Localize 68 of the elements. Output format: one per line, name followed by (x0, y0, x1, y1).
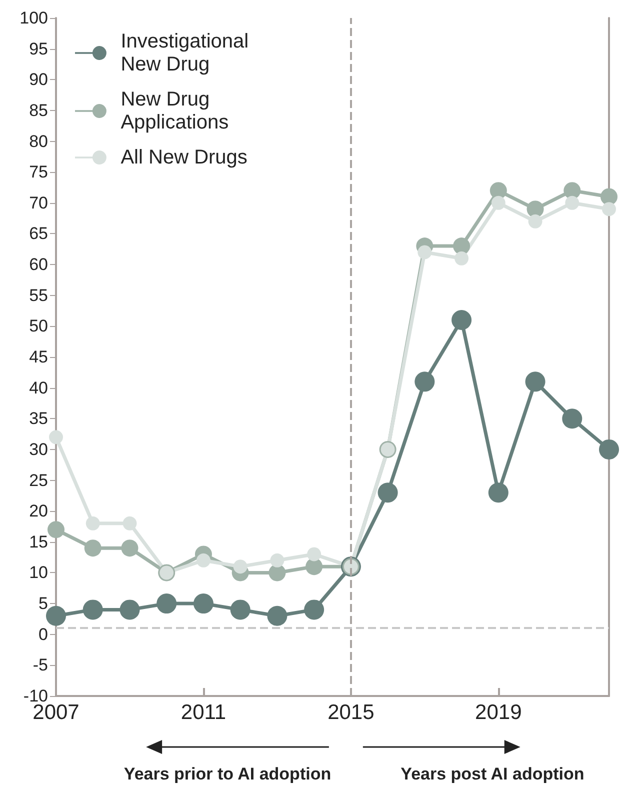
point (565, 196, 580, 210)
y-tick-label: 45 (29, 348, 48, 366)
point (418, 245, 432, 260)
point (233, 560, 248, 574)
point (230, 600, 250, 620)
y-tick-label: 40 (29, 378, 48, 398)
y-tick-label: 90 (29, 70, 48, 90)
y-tick-label: 65 (29, 224, 48, 244)
point (120, 600, 140, 620)
point (562, 408, 582, 429)
text: Years post AI adoption (400, 764, 584, 784)
point (491, 196, 506, 210)
legend-label: Investigational New Drug (120, 30, 254, 76)
point (196, 553, 210, 568)
y-tick-label: 30 (29, 440, 48, 459)
y-tick-label: 55 (29, 286, 48, 305)
y-tick-label: 5 (38, 594, 48, 614)
point (307, 547, 322, 562)
point (84, 540, 102, 557)
point (526, 200, 544, 218)
point (600, 188, 618, 206)
y-tick-label: 35 (29, 409, 48, 428)
y-tick-label: 95 (29, 39, 48, 58)
y-tick-label: 60 (29, 255, 48, 274)
y-tick-label: 70 (29, 193, 48, 212)
point (454, 251, 469, 266)
point (49, 430, 63, 444)
y-tick-label: 100 (20, 8, 48, 28)
y-tick-label: 15 (29, 532, 48, 552)
point (306, 558, 323, 576)
legend-label: All New Drugs (120, 146, 248, 168)
point (525, 372, 546, 392)
x-tick-label: 2011 (180, 701, 226, 724)
point (267, 606, 288, 626)
y-tick-label: -5 (32, 656, 48, 675)
point (414, 372, 435, 392)
x-tick-label: 2019 (475, 701, 522, 724)
legend-label: New Drug Applications (120, 88, 229, 134)
y-tick-label: 75 (29, 162, 48, 182)
point (528, 214, 542, 228)
y-tick-label: 85 (29, 100, 48, 120)
point (270, 553, 284, 568)
y-tick-label: 0 (38, 624, 48, 644)
point (378, 482, 398, 503)
point (488, 482, 508, 503)
point (602, 202, 616, 216)
point (452, 310, 472, 330)
point (156, 594, 177, 614)
x-tick-label: 2015 (328, 701, 374, 724)
point (599, 439, 619, 460)
y-tick-label: 80 (29, 132, 48, 151)
point (82, 600, 103, 620)
text: Years prior to AI adoption (124, 764, 332, 784)
point (48, 521, 64, 538)
point (46, 606, 66, 626)
point (193, 594, 214, 614)
point (121, 540, 138, 557)
point (453, 238, 470, 255)
point (304, 600, 324, 620)
point (86, 516, 100, 530)
point (122, 516, 137, 530)
point (564, 182, 581, 200)
y-tick-label: 20 (29, 502, 48, 521)
point (268, 564, 286, 582)
y-tick-label: 10 (29, 563, 48, 582)
y-tick-label: 25 (29, 470, 48, 490)
y-tick-label: 50 (29, 316, 48, 336)
point (490, 182, 507, 200)
